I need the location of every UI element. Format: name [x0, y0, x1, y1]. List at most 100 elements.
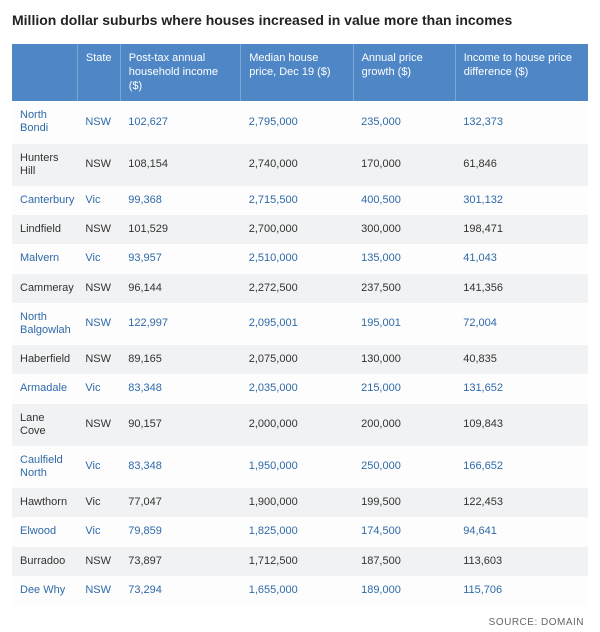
table-cell: 174,500 — [353, 517, 455, 546]
table-cell: 2,035,000 — [241, 374, 353, 403]
table-title: Million dollar suburbs where houses incr… — [12, 12, 588, 28]
col-header-growth[interactable]: Annual price growth ($) — [353, 44, 455, 101]
table-row[interactable]: Caulfield NorthVic83,3481,950,000250,000… — [12, 446, 588, 488]
table-cell: Canterbury — [12, 186, 77, 215]
table-cell: 1,825,000 — [241, 517, 353, 546]
table-cell: 90,157 — [120, 404, 241, 446]
table-cell: 61,846 — [455, 144, 588, 186]
table-cell: 109,843 — [455, 404, 588, 446]
data-table: State Post-tax annual household income (… — [12, 44, 588, 605]
table-header-row: State Post-tax annual household income (… — [12, 44, 588, 101]
table-row[interactable]: MalvernVic93,9572,510,000135,00041,043 — [12, 244, 588, 273]
source-attribution: SOURCE: DOMAIN — [12, 617, 588, 628]
table-cell: Hawthorn — [12, 488, 77, 517]
table-cell: 79,859 — [120, 517, 241, 546]
table-cell: 41,043 — [455, 244, 588, 273]
table-cell: Vic — [77, 374, 120, 403]
table-cell: 94,641 — [455, 517, 588, 546]
table-row[interactable]: ElwoodVic79,8591,825,000174,50094,641 — [12, 517, 588, 546]
table-cell: 2,700,000 — [241, 215, 353, 244]
table-cell: 101,529 — [120, 215, 241, 244]
table-row: Lane CoveNSW90,1572,000,000200,000109,84… — [12, 404, 588, 446]
table-cell: 73,294 — [120, 576, 241, 605]
table-cell: Armadale — [12, 374, 77, 403]
table-row[interactable]: Dee WhyNSW73,2941,655,000189,000115,706 — [12, 576, 588, 605]
table-cell: Dee Why — [12, 576, 77, 605]
table-cell: 2,510,000 — [241, 244, 353, 273]
table-cell: NSW — [77, 576, 120, 605]
table-cell: 115,706 — [455, 576, 588, 605]
table-cell: 237,500 — [353, 274, 455, 303]
table-row: BurradooNSW73,8971,712,500187,500113,603 — [12, 547, 588, 576]
table-row[interactable]: CanterburyVic99,3682,715,500400,500301,1… — [12, 186, 588, 215]
table-cell: 2,095,001 — [241, 303, 353, 345]
table-cell: 166,652 — [455, 446, 588, 488]
table-cell: 135,000 — [353, 244, 455, 273]
table-cell: NSW — [77, 215, 120, 244]
col-header-suburb[interactable] — [12, 44, 77, 101]
col-header-income[interactable]: Post-tax annual household income ($) — [120, 44, 241, 101]
table-cell: Vic — [77, 488, 120, 517]
table-cell: Vic — [77, 517, 120, 546]
table-cell: 1,900,000 — [241, 488, 353, 517]
table-cell: 96,144 — [120, 274, 241, 303]
table-cell: NSW — [77, 345, 120, 374]
table-cell: 99,368 — [120, 186, 241, 215]
table-cell: 300,000 — [353, 215, 455, 244]
table-cell: 170,000 — [353, 144, 455, 186]
table-cell: 72,004 — [455, 303, 588, 345]
table-cell: 198,471 — [455, 215, 588, 244]
table-cell: 108,154 — [120, 144, 241, 186]
table-cell: Lane Cove — [12, 404, 77, 446]
table-row[interactable]: North BalgowlahNSW122,9972,095,001195,00… — [12, 303, 588, 345]
table-cell: 195,001 — [353, 303, 455, 345]
table-row[interactable]: ArmadaleVic83,3482,035,000215,000131,652 — [12, 374, 588, 403]
table-cell: Caulfield North — [12, 446, 77, 488]
table-row: LindfieldNSW101,5292,700,000300,000198,4… — [12, 215, 588, 244]
col-header-diff[interactable]: Income to house price difference ($) — [455, 44, 588, 101]
table-cell: 122,997 — [120, 303, 241, 345]
table-row: Hunters HillNSW108,1542,740,000170,00061… — [12, 144, 588, 186]
table-cell: 215,000 — [353, 374, 455, 403]
table-cell: 93,957 — [120, 244, 241, 273]
table-cell: 2,000,000 — [241, 404, 353, 446]
table-row: CammerayNSW96,1442,272,500237,500141,356 — [12, 274, 588, 303]
table-cell: Haberfield — [12, 345, 77, 374]
table-cell: 122,453 — [455, 488, 588, 517]
table-cell: 187,500 — [353, 547, 455, 576]
table-cell: 1,950,000 — [241, 446, 353, 488]
table-cell: Cammeray — [12, 274, 77, 303]
table-cell: Lindfield — [12, 215, 77, 244]
table-cell: NSW — [77, 303, 120, 345]
table-cell: 131,652 — [455, 374, 588, 403]
table-cell: 189,000 — [353, 576, 455, 605]
table-cell: 301,132 — [455, 186, 588, 215]
table-cell: 1,655,000 — [241, 576, 353, 605]
table-cell: 141,356 — [455, 274, 588, 303]
table-container: Million dollar suburbs where houses incr… — [0, 0, 600, 632]
table-cell: Vic — [77, 446, 120, 488]
table-cell: 132,373 — [455, 101, 588, 143]
col-header-state[interactable]: State — [77, 44, 120, 101]
table-cell: 2,075,000 — [241, 345, 353, 374]
table-cell: 102,627 — [120, 101, 241, 143]
table-cell: Elwood — [12, 517, 77, 546]
table-cell: Hunters Hill — [12, 144, 77, 186]
table-cell: 400,500 — [353, 186, 455, 215]
table-cell: 235,000 — [353, 101, 455, 143]
table-cell: NSW — [77, 404, 120, 446]
table-cell: NSW — [77, 144, 120, 186]
table-cell: 40,835 — [455, 345, 588, 374]
table-cell: 200,000 — [353, 404, 455, 446]
table-cell: North Balgowlah — [12, 303, 77, 345]
col-header-price[interactable]: Median house price, Dec 19 ($) — [241, 44, 353, 101]
table-cell: 250,000 — [353, 446, 455, 488]
table-cell: 130,000 — [353, 345, 455, 374]
table-row[interactable]: North BondiNSW102,6272,795,000235,000132… — [12, 101, 588, 143]
table-cell: 83,348 — [120, 446, 241, 488]
table-cell: 89,165 — [120, 345, 241, 374]
table-cell: 83,348 — [120, 374, 241, 403]
table-cell: Vic — [77, 186, 120, 215]
table-cell: 2,272,500 — [241, 274, 353, 303]
table-cell: 113,603 — [455, 547, 588, 576]
